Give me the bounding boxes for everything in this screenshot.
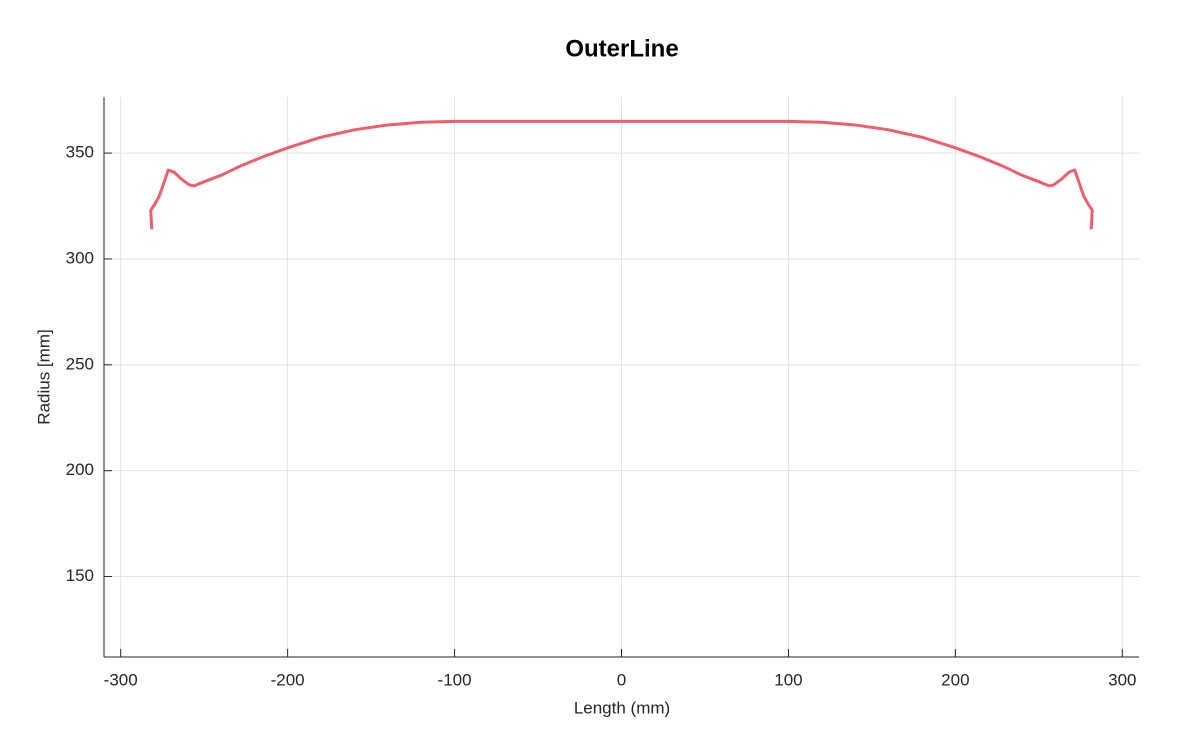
x-tick-label: 300 bbox=[1108, 670, 1136, 689]
chart-title: OuterLine bbox=[565, 35, 678, 62]
x-tick-label: 200 bbox=[941, 670, 969, 689]
data-line bbox=[149, 119, 1094, 230]
y-tick-label: 300 bbox=[66, 248, 94, 267]
y-tick-label: 250 bbox=[66, 354, 94, 373]
y-axis-label: Radius [mm] bbox=[34, 329, 53, 424]
x-tick-label: 0 bbox=[617, 670, 626, 689]
y-tick-label: 350 bbox=[66, 143, 94, 162]
x-tick-label: 100 bbox=[774, 670, 802, 689]
x-tick-label: -300 bbox=[104, 670, 138, 689]
x-tick-label: -200 bbox=[271, 670, 305, 689]
y-tick-label: 150 bbox=[66, 566, 94, 585]
x-tick-label: -100 bbox=[438, 670, 472, 689]
y-tick-label: 200 bbox=[66, 460, 94, 479]
x-axis-label: Length (mm) bbox=[574, 698, 670, 717]
